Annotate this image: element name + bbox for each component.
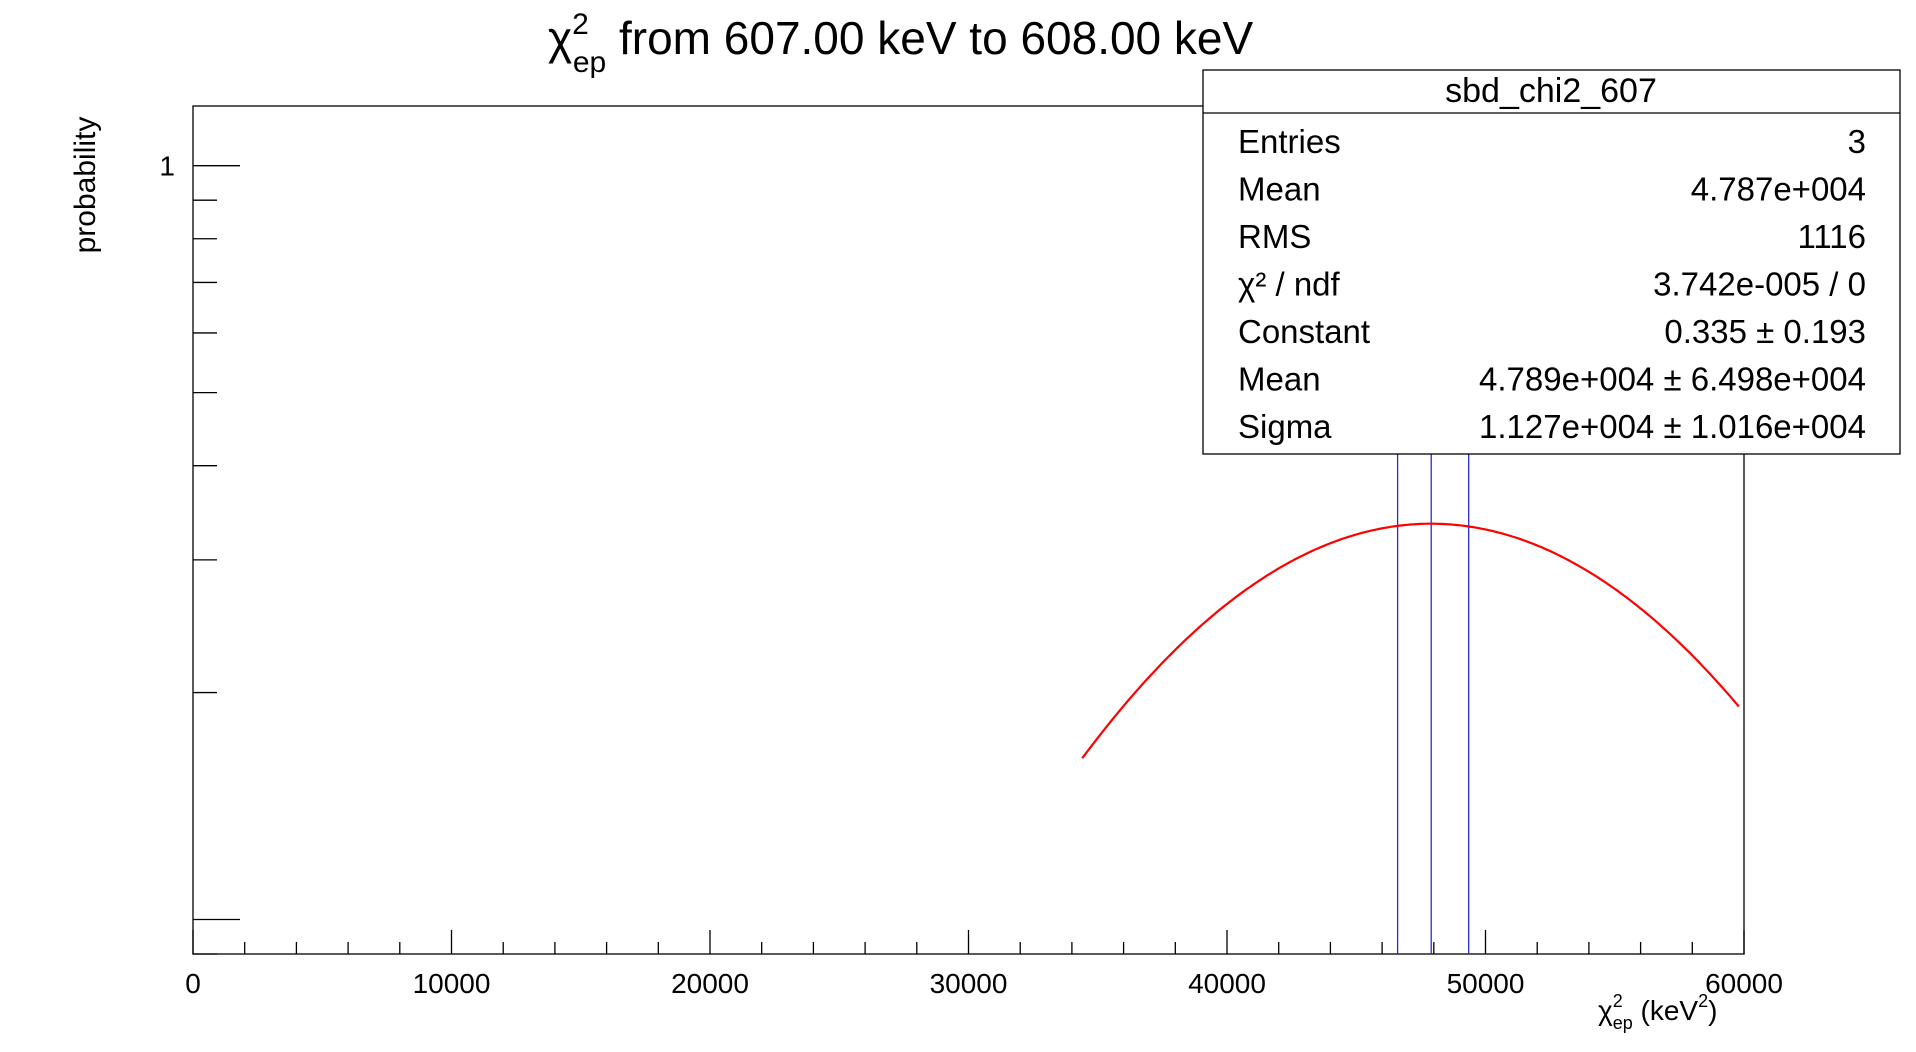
x-axis-tick-labels: 0 10000 20000 30000 40000 50000 60000: [185, 968, 1783, 999]
x-tick-label: 0: [185, 968, 201, 999]
stats-row-label: Constant: [1238, 313, 1370, 350]
x-tick-label: 60000: [1705, 968, 1783, 999]
title-symbol: χ: [548, 12, 572, 64]
xlabel-symbol: χ: [1598, 995, 1613, 1026]
stats-row-value: 4.787e+004: [1691, 171, 1866, 208]
stats-row-label: RMS: [1238, 218, 1311, 255]
stats-row-label: Entries: [1238, 123, 1341, 160]
y-axis-ticks: [193, 165, 240, 955]
stats-row-value: 4.789e+004 ± 6.498e+004: [1479, 361, 1866, 398]
stats-row-value: 1.127e+004 ± 1.016e+004: [1479, 408, 1866, 445]
x-tick-label: 10000: [413, 968, 491, 999]
title-text: from 607.00 keV to 608.00 keV: [606, 12, 1253, 64]
stats-row-label: χ² / ndf: [1238, 266, 1341, 303]
title-sup: 2: [572, 8, 589, 41]
xlabel-unit-open: (keV: [1633, 995, 1699, 1026]
stats-box-title: sbd_chi2_607: [1445, 72, 1657, 110]
stats-row-label: Mean: [1238, 171, 1321, 208]
stats-row-value: 3.742e-005 / 0: [1653, 266, 1866, 303]
xlabel-unit-close: ): [1708, 995, 1717, 1026]
stats-row-value: 3: [1848, 123, 1866, 160]
y-axis-title: probability: [69, 117, 102, 254]
x-axis-title: χ2 ep (keV2): [1598, 991, 1717, 1033]
stats-row-label: Sigma: [1238, 408, 1332, 445]
stats-box: sbd_chi2_607 Entries 3 Mean 4.787e+004 RMS 11…: [1202, 69, 1901, 455]
xlabel-unit-sup: 2: [1698, 991, 1708, 1011]
x-tick-label: 20000: [671, 968, 749, 999]
stats-row-value: 0.335 ± 0.193: [1664, 313, 1866, 350]
stats-row-label: Mean: [1238, 361, 1321, 398]
x-tick-label: 50000: [1447, 968, 1525, 999]
stats-rows: Entries 3 Mean 4.787e+004 RMS 1116 χ² / ndf 3.7…: [1238, 123, 1866, 445]
title-sub: ep: [573, 46, 606, 79]
xlabel-sup: 2: [1613, 991, 1623, 1011]
chart-title: χ2 ep from 607.00 keV to 608.00 keV: [548, 8, 1254, 79]
gaussian-fit-curve: [1081, 522, 1740, 759]
y-tick-label: 1: [159, 151, 175, 182]
x-axis-ticks: [192, 930, 1745, 954]
y-axis-tick-labels: 1: [159, 151, 175, 182]
stats-box-frame: [1202, 69, 1901, 455]
xlabel-sub: ep: [1613, 1013, 1633, 1033]
x-tick-label: 40000: [1188, 968, 1266, 999]
x-tick-label: 30000: [930, 968, 1008, 999]
stats-row-value: 1116: [1797, 218, 1866, 255]
